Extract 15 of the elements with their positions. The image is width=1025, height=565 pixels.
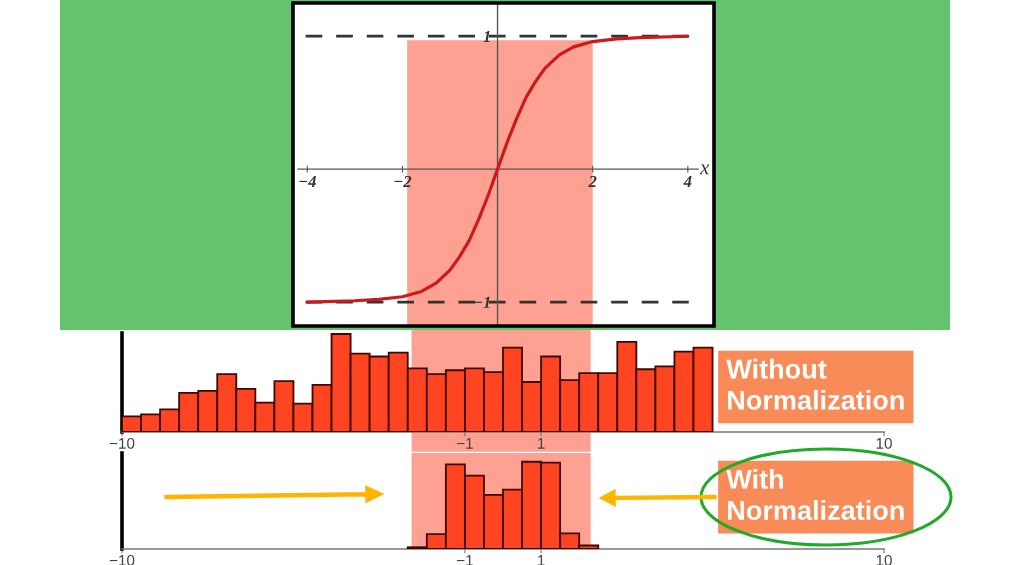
x-tick-label: 1 bbox=[538, 438, 545, 449]
annotation: With Normalization bbox=[726, 468, 904, 520]
x-tick-label: 1 bbox=[538, 555, 545, 565]
x-tick-label: 4 bbox=[683, 176, 692, 187]
x-tick-label: 10 bbox=[876, 554, 892, 565]
x-tick-label: −10 bbox=[109, 554, 135, 565]
x-tick-label: −1 bbox=[456, 555, 473, 565]
x-tick-label: −2 bbox=[394, 175, 412, 187]
x-axis-title: x bbox=[699, 164, 710, 175]
annotation: Without Normalization bbox=[726, 358, 904, 410]
x-tick-label: −10 bbox=[109, 437, 135, 449]
x-tick-label: −1 bbox=[456, 438, 473, 449]
x-tick-label: 10 bbox=[876, 437, 892, 449]
x-tick-label: −4 bbox=[299, 176, 316, 187]
x-tick-label: 2 bbox=[588, 175, 597, 187]
